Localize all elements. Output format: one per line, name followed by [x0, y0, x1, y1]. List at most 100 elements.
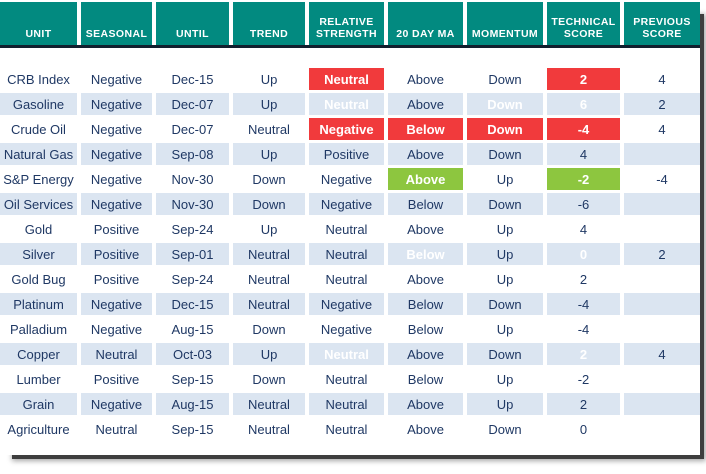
cell-technical-score: 0: [547, 242, 620, 267]
column-header-relative-strength: RELATIVE STRENGTH: [309, 2, 384, 45]
cell-seasonal: Neutral: [95, 421, 138, 437]
table-row: Platinum Negative Dec-15 Neutral Negative Bel…: [0, 292, 700, 317]
cell-relative-strength: Negative: [309, 292, 384, 317]
cell-momentum: Down: [467, 292, 543, 317]
cell-previous-score: [624, 192, 700, 217]
cell-previous-score: 2: [624, 92, 700, 117]
cell-until: Aug-15: [156, 392, 229, 417]
table-row: Gasoline Negative Dec-07 Up Neutral Above Down…: [0, 92, 700, 117]
cell-unit: Palladium: [9, 321, 68, 337]
cell-until: Sep-24: [171, 221, 214, 237]
cell-technical-score: 4: [547, 142, 620, 167]
cell-unit: Natural Gas: [0, 142, 77, 167]
cell-seasonal: Neutral: [81, 342, 152, 367]
table-row: Grain Negative Aug-15 Neutral Neutral Above Up…: [0, 392, 700, 417]
cell-momentum: Up: [496, 221, 514, 237]
cell-20-day-ma: Above: [388, 167, 463, 192]
cell-previous-score: [624, 317, 700, 342]
cell-trend: Down: [252, 321, 286, 337]
cell-unit: Crude Oil: [11, 121, 66, 137]
cell-trend: Down: [233, 192, 305, 217]
cell-trend: Up: [260, 71, 278, 87]
cell-unit: Agriculture: [7, 421, 70, 437]
cell-20-day-ma: Above: [388, 142, 463, 167]
cell-relative-strength: Neutral: [309, 242, 384, 267]
column-header-seasonal: SEASONAL: [81, 2, 152, 45]
cell-previous-score: 4: [624, 342, 700, 367]
cell-momentum: Down: [488, 421, 522, 437]
cell-until: Sep-24: [171, 271, 214, 287]
cell-unit: Oil Services: [0, 192, 77, 217]
spacer-row: [0, 48, 700, 67]
cell-technical-score: -4: [577, 321, 590, 337]
cell-until: Sep-01: [156, 242, 229, 267]
cell-until: Dec-15: [156, 292, 229, 317]
table-row: Oil Services Negative Nov-30 Down Negative Be…: [0, 192, 700, 217]
cell-unit: CRB Index: [7, 71, 70, 87]
cell-20-day-ma: Below: [388, 242, 463, 267]
cell-technical-score: -6: [547, 192, 620, 217]
cell-previous-score: 4: [658, 71, 666, 87]
cell-technical-score: 2: [547, 392, 620, 417]
cell-trend: Neutral: [248, 421, 290, 437]
table-row: Natural Gas Negative Sep-08 Up Positive Above…: [0, 142, 700, 167]
cell-unit: Gold: [24, 221, 53, 237]
cell-20-day-ma: Above: [388, 342, 463, 367]
cell-seasonal: Positive: [93, 371, 140, 387]
table-body: CRB Index Negative Dec-15 Up Neutral Above Dow…: [0, 67, 700, 442]
cell-technical-score: -2: [577, 371, 590, 387]
cell-relative-strength: Negative: [320, 321, 373, 337]
column-header-technical-score: TECHNICAL SCORE: [547, 2, 620, 45]
cell-20-day-ma: Below: [388, 292, 463, 317]
cell-unit: Gold Bug: [11, 271, 66, 287]
cell-relative-strength: Neutral: [309, 392, 384, 417]
cell-20-day-ma: Below: [407, 371, 444, 387]
cell-unit: Silver: [0, 242, 77, 267]
cell-20-day-ma: Above: [407, 221, 444, 237]
cell-trend: Neutral: [233, 242, 305, 267]
cell-technical-score: -2: [547, 167, 620, 192]
cell-relative-strength: Neutral: [309, 342, 384, 367]
cell-unit: Platinum: [0, 292, 77, 317]
cell-previous-score: [624, 392, 700, 417]
cell-previous-score: [624, 142, 700, 167]
cell-technical-score: 2: [579, 271, 588, 287]
column-header-20-day-ma: 20 DAY MA: [388, 2, 463, 45]
cell-technical-score: 6: [547, 92, 620, 117]
cell-seasonal: Positive: [93, 221, 140, 237]
cell-20-day-ma: Below: [388, 192, 463, 217]
table-header-row: UNIT SEASONAL UNTIL TREND RELATIVE STREN…: [0, 2, 700, 45]
cell-previous-score: 2: [624, 242, 700, 267]
cell-trend: Neutral: [233, 392, 305, 417]
cell-momentum: Down: [488, 71, 522, 87]
cell-previous-score: [624, 292, 700, 317]
cell-20-day-ma: Above: [407, 421, 444, 437]
cell-seasonal: Positive: [93, 271, 140, 287]
cell-seasonal: Negative: [81, 142, 152, 167]
cell-trend: Neutral: [248, 121, 290, 137]
cell-relative-strength: Neutral: [325, 421, 368, 437]
cell-until: Dec-07: [156, 92, 229, 117]
cell-until: Aug-15: [171, 321, 214, 337]
table-row: Palladium Negative Aug-15 Down Negative Below…: [0, 317, 700, 342]
cell-relative-strength: Neutral: [325, 221, 368, 237]
cell-until: Dec-07: [171, 121, 214, 137]
cell-seasonal: Negative: [81, 92, 152, 117]
cell-20-day-ma: Above: [388, 392, 463, 417]
cell-technical-score: -4: [547, 117, 620, 142]
cell-seasonal: Negative: [81, 392, 152, 417]
cell-relative-strength: Negative: [309, 192, 384, 217]
cell-trend: Down: [252, 371, 286, 387]
cell-technical-score: 2: [547, 342, 620, 367]
cell-previous-score: -4: [656, 171, 668, 187]
cell-momentum: Up: [496, 321, 514, 337]
cell-20-day-ma: Below: [407, 321, 444, 337]
cell-technical-score: 2: [547, 67, 620, 92]
cell-until: Nov-30: [171, 171, 214, 187]
cell-previous-score: 4: [658, 121, 666, 137]
cell-seasonal: Negative: [81, 192, 152, 217]
cell-momentum: Up: [496, 171, 514, 187]
cell-previous-score: [624, 417, 700, 442]
column-header-previous-score: PREVIOUS SCORE: [624, 2, 700, 45]
cell-momentum: Up: [496, 271, 514, 287]
